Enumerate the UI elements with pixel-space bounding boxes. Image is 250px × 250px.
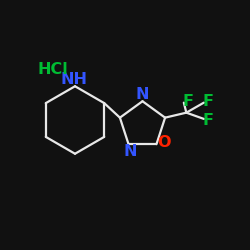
Text: O: O [157, 136, 171, 150]
Text: HCl: HCl [37, 62, 68, 78]
Text: F: F [202, 113, 213, 128]
Text: F: F [182, 94, 193, 109]
Text: N: N [123, 144, 136, 159]
Text: N: N [136, 87, 149, 102]
Text: NH: NH [61, 72, 88, 87]
Text: F: F [202, 94, 213, 109]
